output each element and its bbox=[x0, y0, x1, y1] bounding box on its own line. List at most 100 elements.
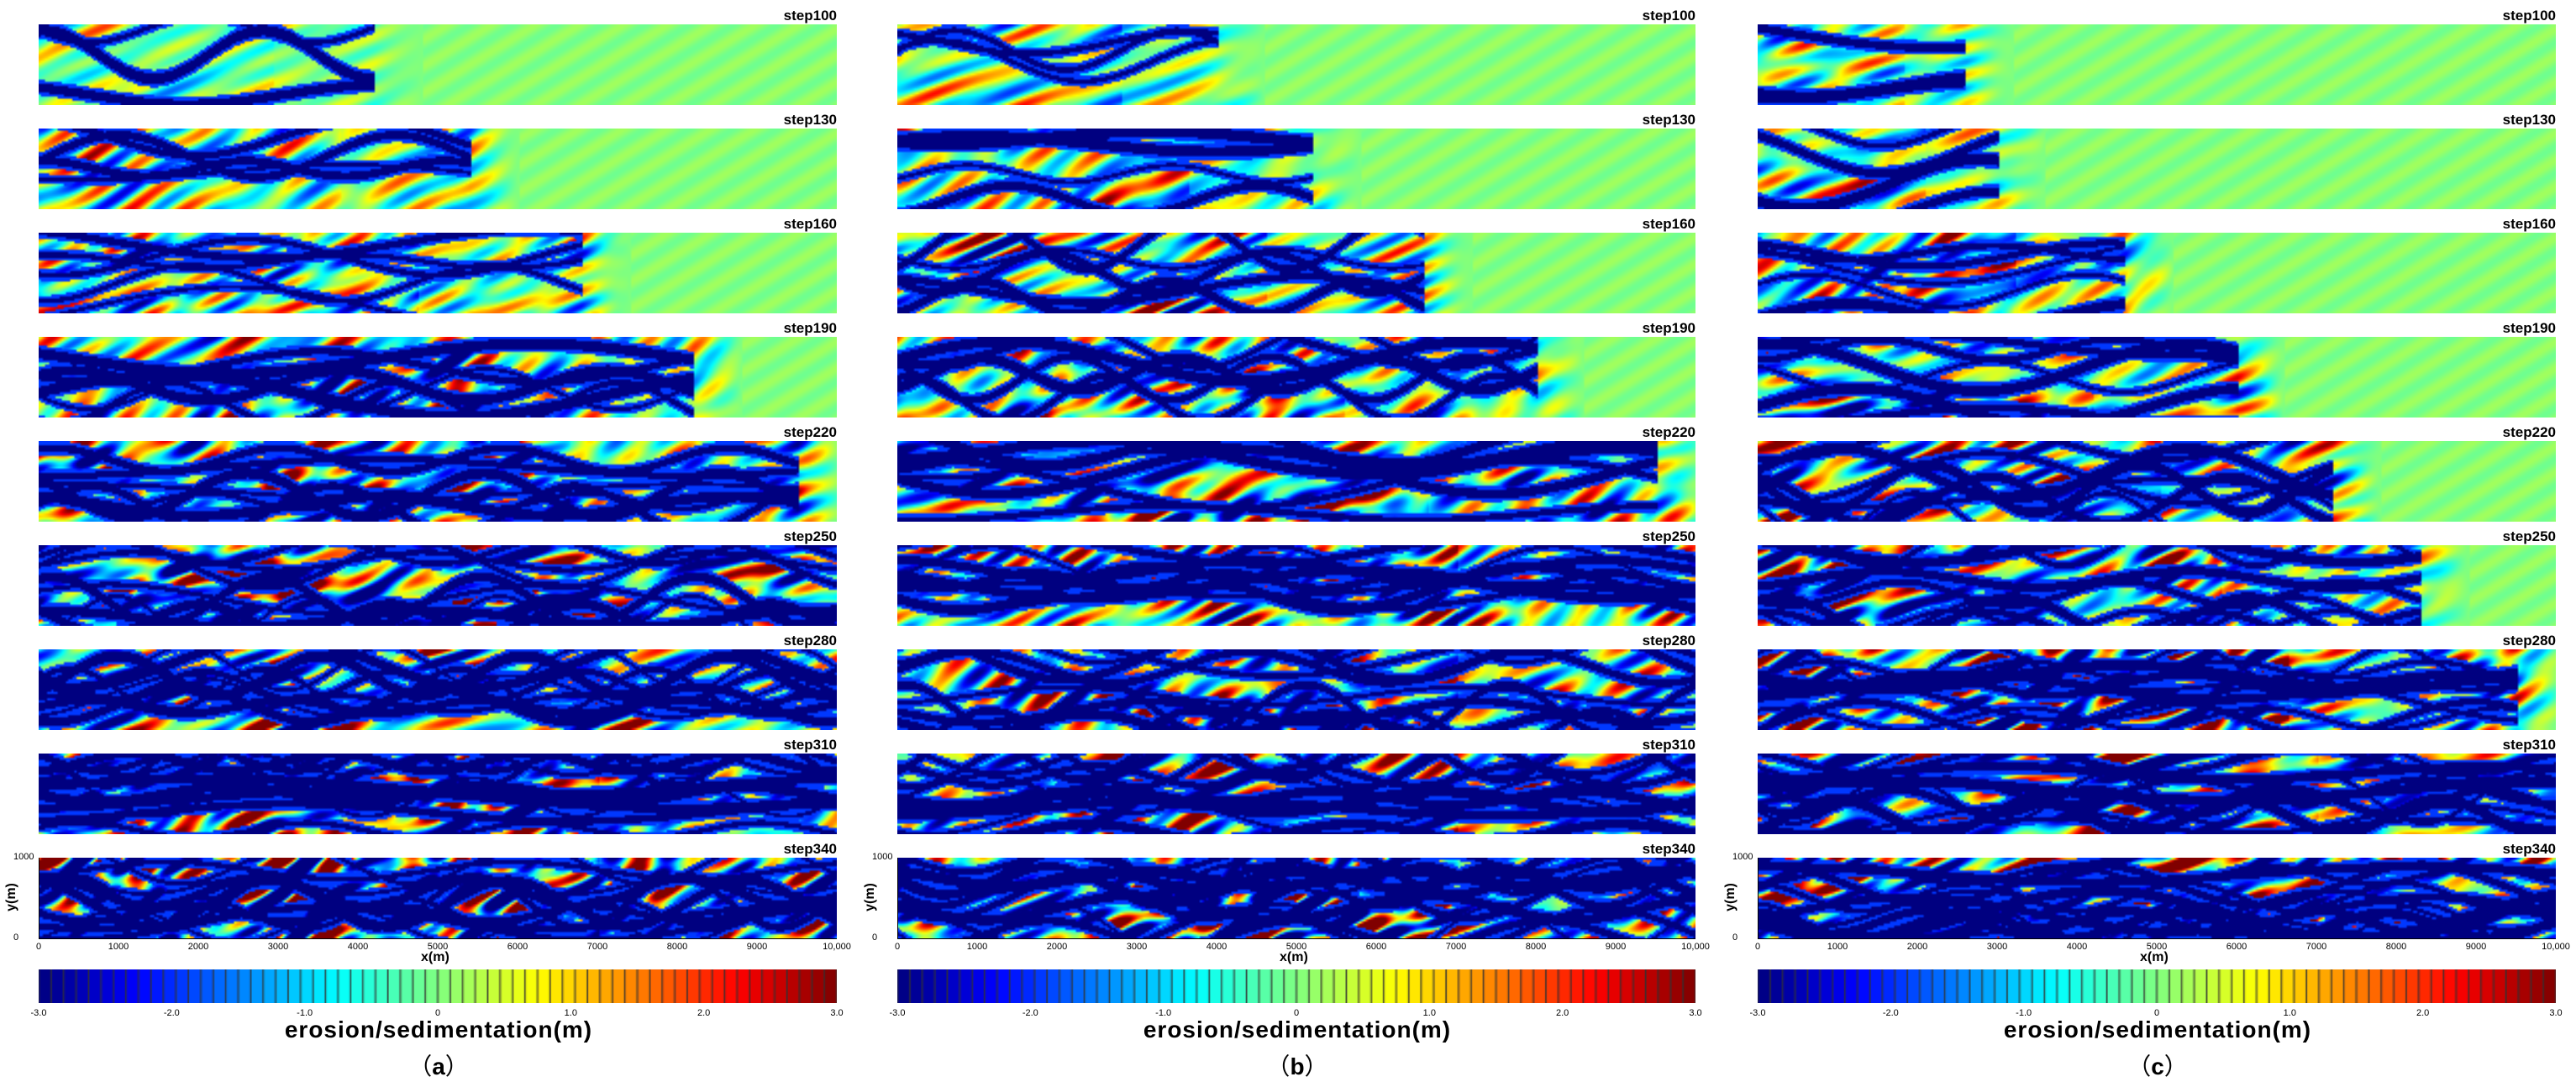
colorbar-tick-label: 2.0 bbox=[1556, 1008, 1569, 1018]
x-tick-label: 9000 bbox=[2465, 942, 2487, 952]
step-label: step310 bbox=[2502, 737, 2556, 753]
colorbar-tick-label: 3.0 bbox=[1689, 1008, 1702, 1018]
panel-letter: c bbox=[2151, 1053, 2164, 1079]
x-tick-label: 3000 bbox=[1126, 942, 1148, 952]
colorbar-tick-label: 2.0 bbox=[697, 1008, 711, 1018]
x-tick-label: 9000 bbox=[1605, 942, 1627, 952]
x-axis-title: x(m) bbox=[2140, 950, 2169, 964]
x-tick-label: 6000 bbox=[507, 942, 528, 952]
panel-b: step100 step130 step160 step190 step220 step2… bbox=[860, 0, 1734, 1082]
x-tick-label: 4000 bbox=[1206, 942, 1228, 952]
x-tick-label: 4000 bbox=[347, 942, 369, 952]
x-tick-label: 6000 bbox=[1365, 942, 1387, 952]
panel-label-open: （ bbox=[2127, 1054, 2152, 1080]
step-label: step190 bbox=[2502, 320, 2556, 336]
x-axis-line bbox=[1758, 938, 2556, 939]
step-label: step340 bbox=[2502, 841, 2556, 857]
colorbar-tick-label: 0 bbox=[2153, 1008, 2160, 1018]
step-label: step250 bbox=[1642, 528, 1695, 544]
colorbar-tick-label: 2.0 bbox=[2416, 1008, 2430, 1018]
panel-label-open: （ bbox=[1266, 1054, 1291, 1080]
x-tick-label: 8000 bbox=[1525, 942, 1547, 952]
colorbar-title: erosion/sedimentation(m) bbox=[284, 1016, 593, 1043]
x-tick-label: 7000 bbox=[2305, 942, 2327, 952]
colorbar-tick-label: -1.0 bbox=[1155, 1008, 1172, 1018]
erosion-map-step160 bbox=[897, 233, 1695, 313]
colorbar bbox=[1758, 969, 2556, 1003]
y-axis-line bbox=[897, 858, 898, 938]
x-tick-label: 5000 bbox=[2146, 942, 2168, 952]
erosion-map-step130 bbox=[897, 129, 1695, 209]
step-label: step340 bbox=[783, 841, 837, 857]
colorbar bbox=[897, 969, 1695, 1003]
x-tick-label: 2000 bbox=[1046, 942, 1068, 952]
colorbar-tick-label: -2.0 bbox=[1022, 1008, 1038, 1018]
x-axis-title: x(m) bbox=[421, 950, 449, 964]
panel-label-close: ） bbox=[2163, 1054, 2188, 1080]
colorbar-title: erosion/sedimentation(m) bbox=[2003, 1016, 2312, 1043]
erosion-map-step220 bbox=[39, 441, 837, 522]
colorbar-tick-label: -1.0 bbox=[297, 1008, 313, 1018]
colorbar-title: erosion/sedimentation(m) bbox=[1143, 1016, 1452, 1043]
erosion-map-step130 bbox=[39, 129, 837, 209]
step-label: step220 bbox=[1642, 424, 1695, 440]
y-axis-title: y(m) bbox=[863, 883, 877, 911]
step-label: step220 bbox=[2502, 424, 2556, 440]
x-tick-label: 7000 bbox=[1445, 942, 1467, 952]
panel-label-open: （ bbox=[408, 1054, 433, 1080]
x-tick-label: 6000 bbox=[2226, 942, 2247, 952]
panel-label: （b） bbox=[860, 1048, 1734, 1082]
step-label: step100 bbox=[783, 8, 837, 24]
colorbar-tick-label: 1.0 bbox=[564, 1008, 577, 1018]
colorbar-tick-label: 1.0 bbox=[2283, 1008, 2296, 1018]
erosion-map-step160 bbox=[39, 233, 837, 313]
erosion-map-step220 bbox=[1758, 441, 2556, 522]
step-label: step130 bbox=[783, 112, 837, 128]
x-tick-label: 0 bbox=[1754, 942, 1761, 952]
y-axis-title: y(m) bbox=[4, 883, 18, 911]
step-label: step280 bbox=[1642, 633, 1695, 649]
y-tick-label: 1000 bbox=[872, 852, 893, 862]
y-axis-title: y(m) bbox=[1723, 883, 1737, 911]
y-tick-label: 0 bbox=[13, 932, 19, 943]
step-label: step250 bbox=[2502, 528, 2556, 544]
step-label: step130 bbox=[1642, 112, 1695, 128]
x-tick-label: 10,000 bbox=[1681, 942, 1710, 952]
x-tick-label: 1000 bbox=[1827, 942, 1848, 952]
x-axis-line bbox=[897, 938, 1695, 939]
colorbar-tick-label: 0 bbox=[434, 1008, 441, 1018]
panel-c: step100 step130 step160 step190 step220 step2… bbox=[1721, 0, 2576, 1082]
colorbar-tick-label: 1.0 bbox=[1422, 1008, 1436, 1018]
erosion-map-step190 bbox=[39, 337, 837, 418]
panel-a: step100 step130 step160 step190 step220 step2… bbox=[2, 0, 875, 1082]
x-tick-label: 9000 bbox=[746, 942, 768, 952]
erosion-map-step280 bbox=[897, 649, 1695, 730]
erosion-map-step310 bbox=[897, 754, 1695, 834]
erosion-map-step310 bbox=[1758, 754, 2556, 834]
colorbar-tick-label: -1.0 bbox=[2016, 1008, 2032, 1018]
erosion-map-step130 bbox=[1758, 129, 2556, 209]
erosion-map-step250 bbox=[39, 545, 837, 626]
step-label: step160 bbox=[2502, 216, 2556, 232]
erosion-map-step310 bbox=[39, 754, 837, 834]
x-tick-label: 10,000 bbox=[2542, 942, 2570, 952]
colorbar-tick-label: -3.0 bbox=[1749, 1008, 1766, 1018]
step-label: step280 bbox=[783, 633, 837, 649]
erosion-map-step100 bbox=[39, 24, 837, 105]
step-label: step100 bbox=[1642, 8, 1695, 24]
erosion-map-step220 bbox=[897, 441, 1695, 522]
erosion-map-step190 bbox=[1758, 337, 2556, 418]
y-tick-label: 0 bbox=[1732, 932, 1738, 943]
step-label: step250 bbox=[783, 528, 837, 544]
x-tick-label: 0 bbox=[894, 942, 901, 952]
x-tick-label: 5000 bbox=[1285, 942, 1307, 952]
y-axis-line bbox=[1758, 858, 1759, 938]
colorbar-tick-label: 0 bbox=[1293, 1008, 1300, 1018]
erosion-map-step190 bbox=[897, 337, 1695, 418]
erosion-map-step340 bbox=[897, 858, 1695, 938]
colorbar-tick-label: -2.0 bbox=[163, 1008, 180, 1018]
step-label: step340 bbox=[1642, 841, 1695, 857]
erosion-map-step100 bbox=[1758, 24, 2556, 105]
erosion-map-step250 bbox=[1758, 545, 2556, 626]
